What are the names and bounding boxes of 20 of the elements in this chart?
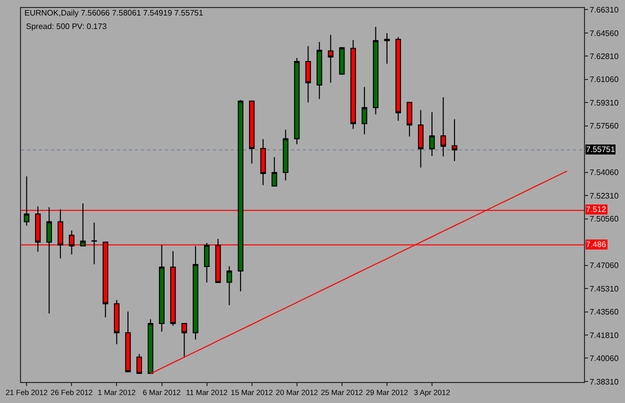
- chart-title: EURNOK,Daily 7.56066 7.58061 7.54919 7.55751: [24, 8, 204, 18]
- y-tick-label: 7.38310: [590, 377, 620, 386]
- y-tick-label: 7.61060: [590, 75, 620, 84]
- y-tick-label: 7.43560: [590, 308, 620, 317]
- y-tick-label: 7.64560: [590, 28, 620, 38]
- y-tick-label: 7.40060: [590, 354, 620, 364]
- y-tick-label: 7.52310: [590, 191, 620, 200]
- y-tick-label: 7.41810: [590, 330, 620, 340]
- y-tick-label: 7.66310: [590, 6, 620, 15]
- y-tick-label: 7.54060: [590, 168, 620, 178]
- y-tick-label: 7.47060: [590, 261, 620, 270]
- y-tick-label: 7.62810: [590, 52, 620, 61]
- ref-line-label: 7.55751: [586, 145, 616, 154]
- ref-line-label: 7.512: [586, 205, 607, 214]
- text: Spread: 500 PV: 0.173: [26, 22, 108, 31]
- y-tick-label: 7.45310: [590, 284, 620, 294]
- y-tick-label: 7.59310: [590, 98, 620, 108]
- y-tick-label: 7.50560: [590, 214, 620, 224]
- ref-line-label: 7.486: [586, 240, 607, 249]
- y-tick-label: 7.57560: [590, 122, 620, 131]
